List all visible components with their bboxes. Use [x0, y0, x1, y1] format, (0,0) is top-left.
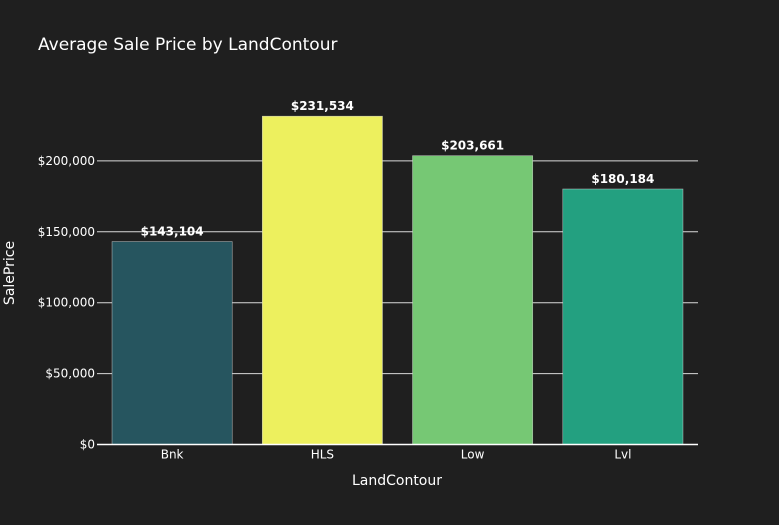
bars: [111, 115, 684, 445]
y-axis-title: SalePrice: [2, 241, 18, 305]
x-tick-label: Low: [461, 448, 485, 462]
y-tick-label: $200,000: [38, 154, 95, 168]
x-tick-label: Bnk: [161, 448, 184, 462]
y-tick-label: $100,000: [38, 296, 95, 310]
data-label: $180,184: [591, 172, 654, 186]
x-tick-label: Lvl: [614, 448, 631, 462]
data-label: $143,104: [141, 225, 204, 239]
data-labels: $143,104 $231,534 $203,661 $180,184: [141, 99, 655, 238]
y-axis-ticks: $0 $50,000 $100,000 $150,000 $200,000: [38, 154, 95, 452]
bar-bnk: [111, 241, 233, 445]
data-label: $231,534: [291, 99, 354, 113]
bar-hls: [261, 115, 383, 445]
data-label: $203,661: [441, 139, 504, 153]
y-tick-label: $50,000: [45, 367, 95, 381]
x-axis-title: LandContour: [352, 473, 442, 489]
x-tick-label: HLS: [311, 448, 334, 462]
y-tick-label: $0: [80, 438, 95, 452]
chart-title: Average Sale Price by LandContour: [38, 35, 337, 55]
bar-lvl: [562, 188, 684, 445]
x-axis-ticks: Bnk HLS Low Lvl: [161, 448, 632, 462]
y-tick-label: $150,000: [38, 225, 95, 239]
bar-low: [412, 155, 534, 445]
